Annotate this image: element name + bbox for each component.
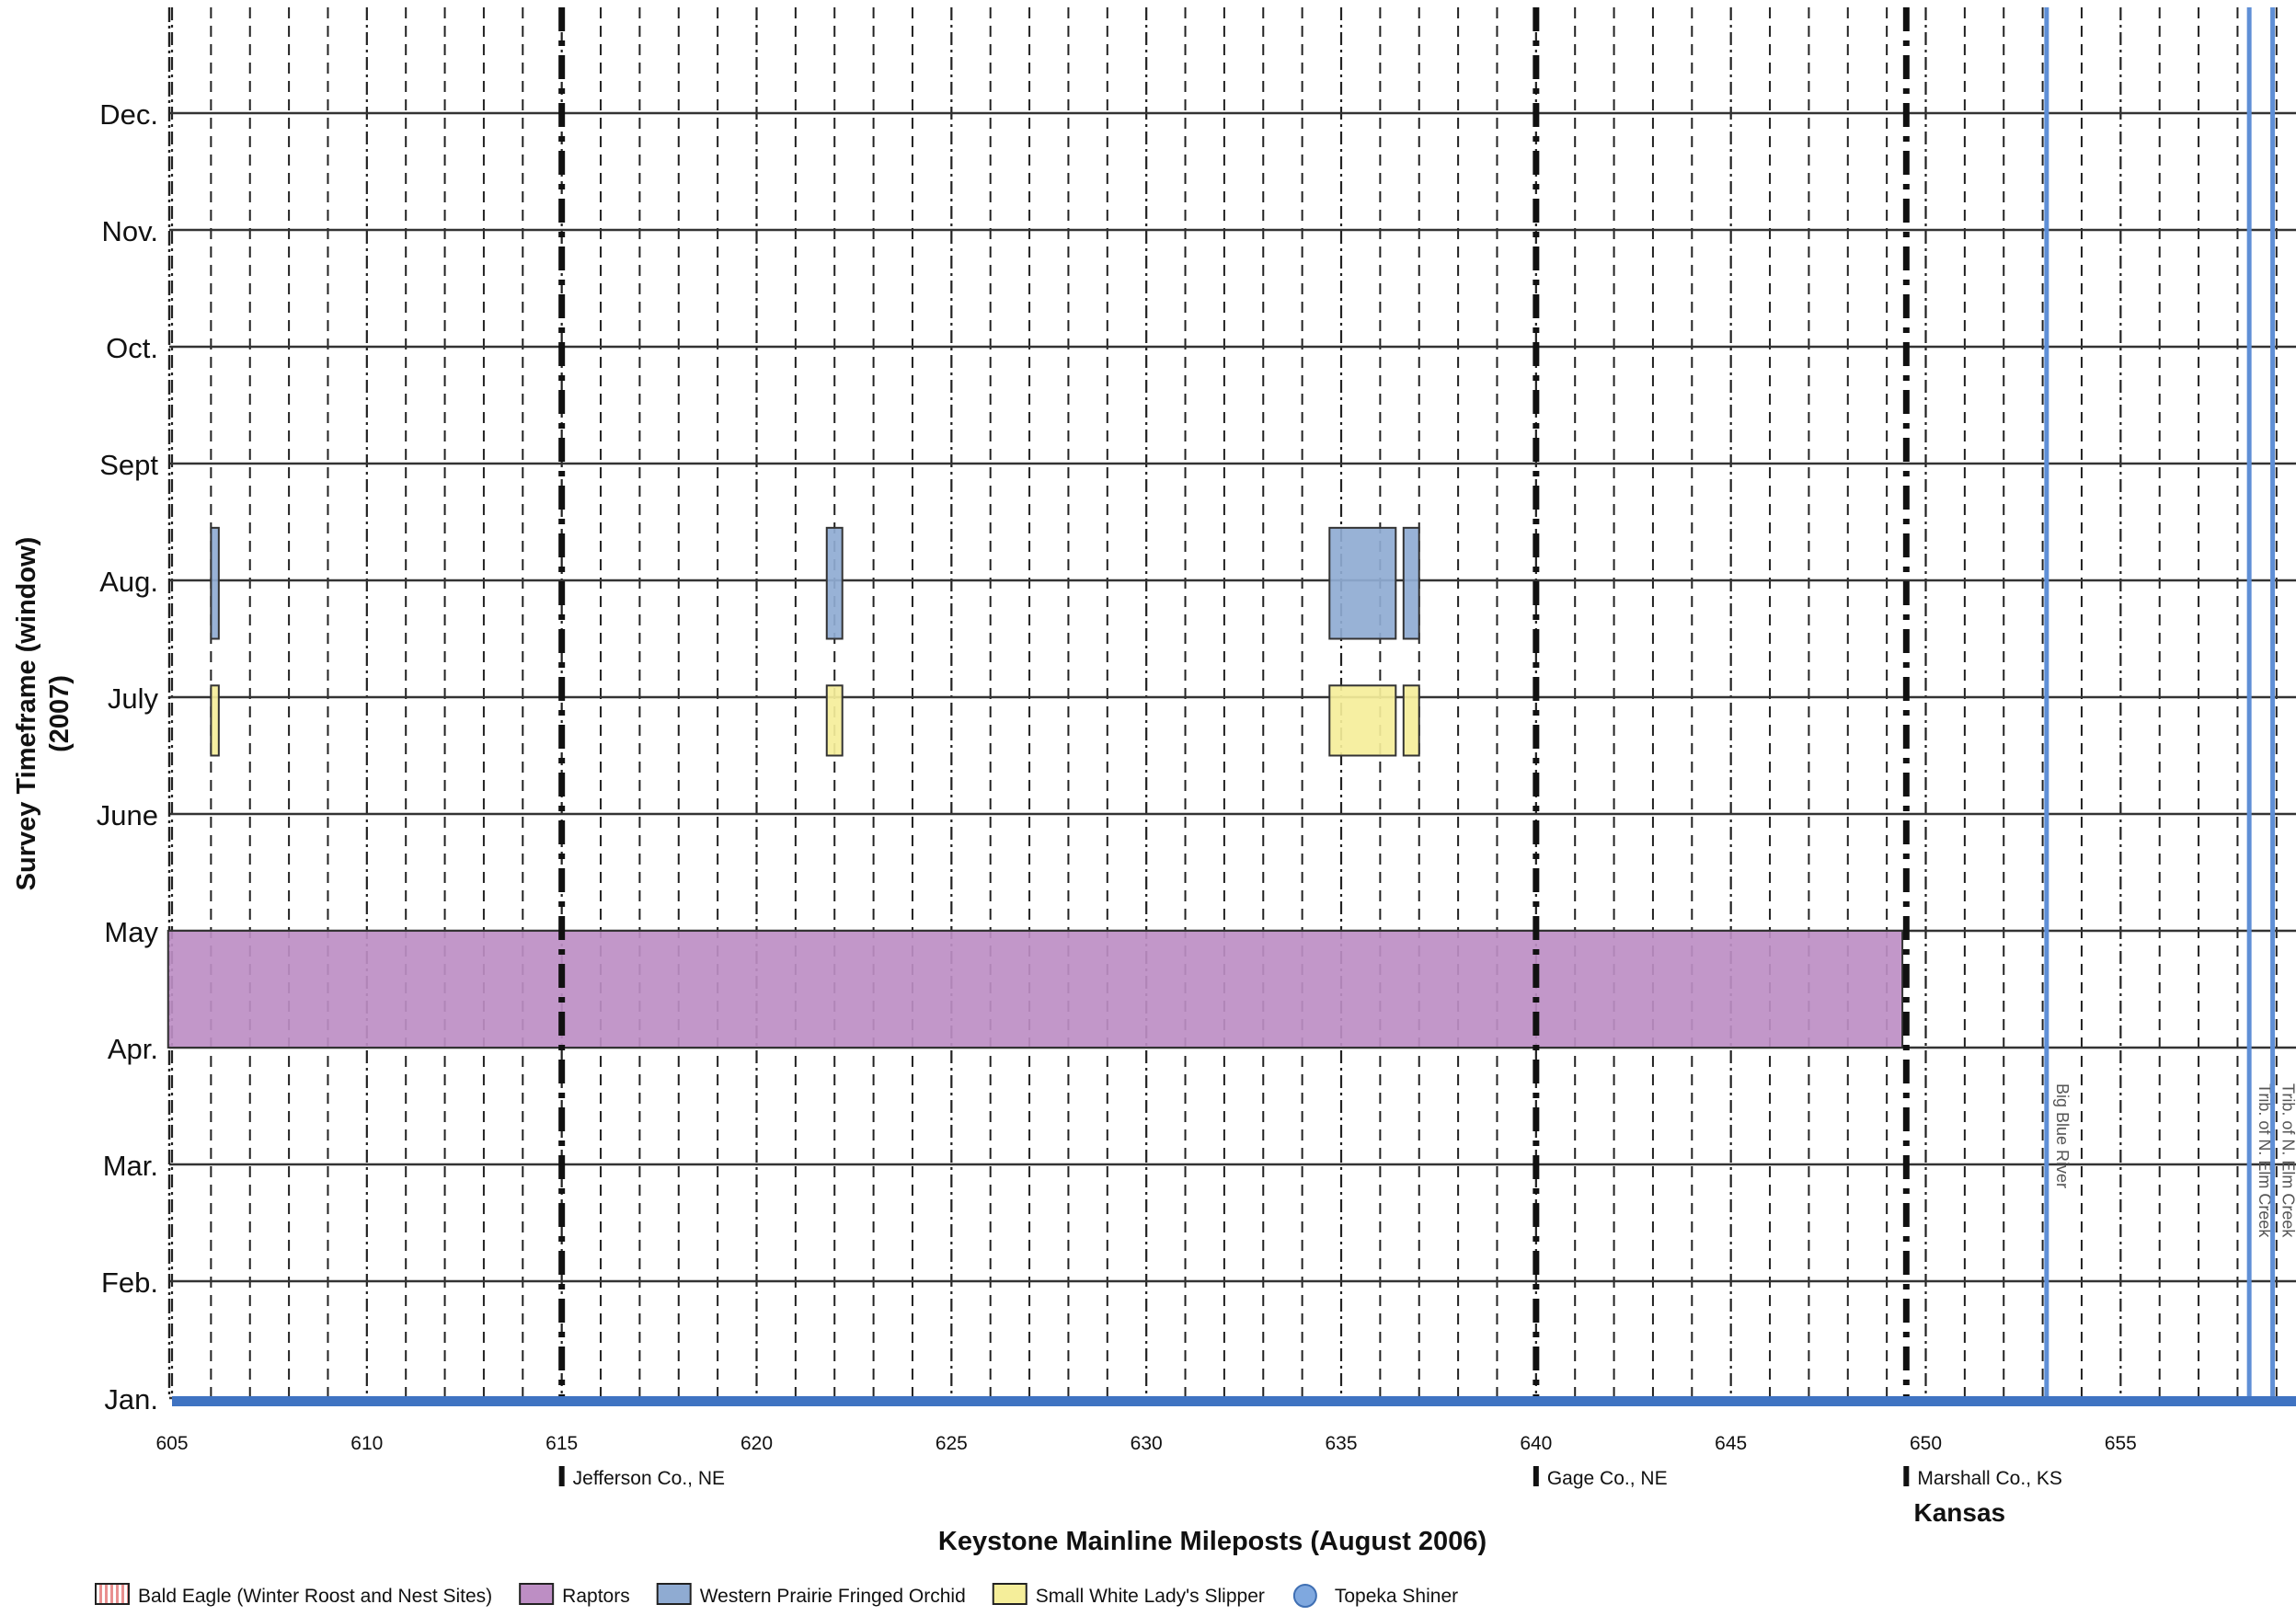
x-axis-baseline — [172, 1396, 2296, 1406]
x-axis-title: Keystone Mainline Mileposts (August 2006… — [938, 1527, 1487, 1556]
legend-entry-label: Bald Eagle (Winter Roost and Nest Sites) — [138, 1586, 492, 1607]
x-tick-label: 645 — [1715, 1433, 1747, 1454]
legend-entry-label: Raptors — [562, 1586, 630, 1607]
y-tick-label: Oct. — [106, 332, 158, 364]
x-tick-label: 635 — [1325, 1433, 1357, 1454]
y-tick-label: Sept — [99, 449, 158, 481]
axes: 605 610 615 620 625 630 635 640 645 650 655 Jan. Feb… — [97, 98, 2296, 1454]
state-label: Kansas — [1914, 1498, 2006, 1527]
county-boundary-label: Marshall Co., KS — [1917, 1468, 2062, 1489]
survey-bar — [825, 684, 844, 757]
legend: Bald Eagle (Winter Roost and Nest Sites)… — [95, 1583, 1458, 1608]
x-tick-label: 655 — [2105, 1433, 2137, 1454]
x-tick-label: 640 — [1520, 1433, 1552, 1454]
survey-bar — [1328, 526, 1397, 640]
county-boundary-marker — [558, 1466, 565, 1486]
survey-bar — [210, 526, 220, 640]
y-tick-label: June — [97, 799, 158, 831]
county-boundary-label: Gage Co., NE — [1547, 1468, 1668, 1489]
stream-crossing-label: Trib. of N. Elm Creek — [2279, 1083, 2296, 1238]
x-tick-label: 605 — [155, 1433, 188, 1454]
y-tick-label: Nov. — [102, 215, 158, 247]
y-tick-label: Aug. — [99, 566, 158, 598]
y-tick-label: Dec. — [99, 98, 158, 131]
stream-crossing-label: Trib. of N. Elm Creek — [2256, 1083, 2274, 1238]
survey-bar — [825, 526, 844, 640]
county-boundaries: Jefferson Co., NE Gage Co., NE Marshall Co… — [558, 7, 2062, 1527]
survey-bar — [1402, 684, 1420, 757]
y-tick-label: Apr. — [108, 1033, 158, 1065]
x-tick-label: 620 — [740, 1433, 773, 1454]
y-axis-subtitle: (2007) — [45, 675, 75, 752]
legend-swatch — [95, 1583, 130, 1605]
legend-swatch — [1292, 1584, 1317, 1608]
survey-bars — [166, 526, 1904, 1049]
y-tick-label: July — [108, 682, 159, 715]
x-tick-label: 630 — [1131, 1433, 1163, 1454]
y-tick-label: Feb. — [101, 1266, 158, 1299]
legend-swatch — [656, 1583, 692, 1605]
legend-entry-label: Small White Lady's Slipper — [1036, 1586, 1265, 1607]
survey-bar — [166, 930, 1904, 1049]
survey-bar — [1402, 526, 1420, 640]
y-tick-label: Mar. — [103, 1150, 158, 1182]
county-boundary-marker — [1533, 1466, 1539, 1486]
x-tick-label: 650 — [1910, 1433, 1942, 1454]
y-tick-label: Jan. — [104, 1383, 158, 1415]
survey-bar — [1328, 684, 1397, 757]
legend-entry-label: Western Prairie Fringed Orchid — [700, 1586, 966, 1607]
x-tick-label: 625 — [936, 1433, 968, 1454]
y-axis-title: Survey Timeframe (window) — [12, 537, 41, 891]
stream-crossings: Big Blue River Trib. of N. Elm Creek Trib.… — [2044, 7, 2296, 1398]
survey-bar — [210, 684, 220, 757]
legend-swatch — [519, 1583, 555, 1605]
x-tick-label: 615 — [545, 1433, 578, 1454]
legend-swatch — [992, 1583, 1027, 1605]
stream-crossing-label: Big Blue River — [2053, 1083, 2072, 1188]
county-boundary-label: Jefferson Co., NE — [573, 1468, 725, 1489]
y-tick-label: May — [104, 916, 158, 948]
gridlines — [167, 7, 2296, 1400]
x-tick-label: 610 — [350, 1433, 383, 1454]
legend-entry-label: Topeka Shiner — [1335, 1586, 1458, 1607]
county-boundary-marker — [1903, 1466, 1910, 1486]
